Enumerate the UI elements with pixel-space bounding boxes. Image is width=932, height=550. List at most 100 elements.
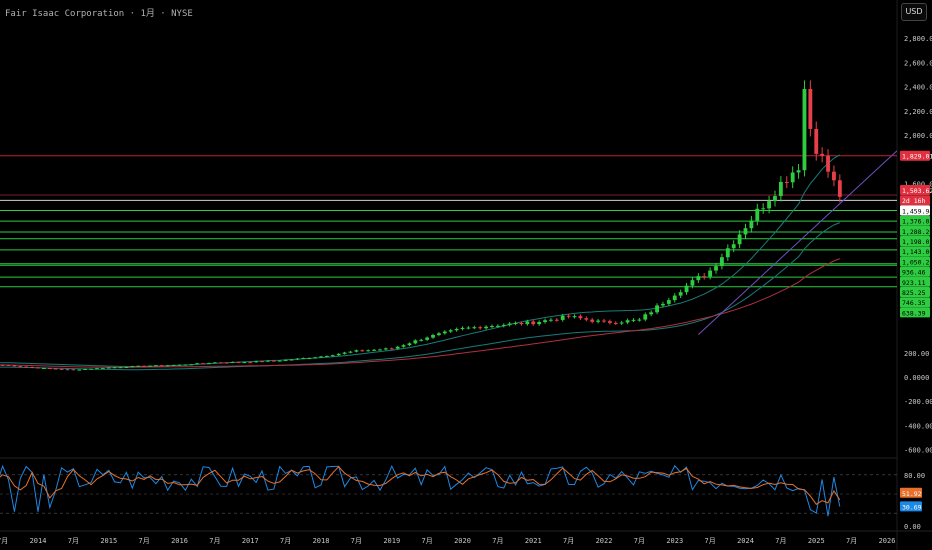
candle-body bbox=[212, 362, 217, 364]
candle-body bbox=[248, 362, 253, 364]
candle-body bbox=[773, 196, 777, 202]
level-badge bbox=[900, 246, 930, 257]
candle-body bbox=[690, 280, 695, 286]
candle-body bbox=[53, 368, 58, 370]
oscillator-tick-label: 80.00 bbox=[904, 472, 925, 480]
candle-body bbox=[607, 321, 612, 323]
candle-body bbox=[395, 346, 400, 349]
candle-body bbox=[655, 305, 659, 313]
candle-body bbox=[737, 234, 742, 245]
time-axis-label: 2024 bbox=[737, 537, 754, 545]
candle-body bbox=[18, 366, 23, 368]
level-badge bbox=[900, 150, 930, 161]
candle-body bbox=[301, 358, 306, 360]
time-axis-label: 2020 bbox=[454, 537, 471, 545]
level-label: 1,503.62 bbox=[902, 187, 932, 195]
candle-body bbox=[283, 359, 288, 361]
candle-body bbox=[419, 339, 424, 341]
candle-body bbox=[271, 360, 276, 362]
oscillator-value-label: 30.69 bbox=[902, 503, 922, 511]
level-label: 1,376.02 bbox=[902, 218, 932, 226]
candle-body bbox=[437, 333, 441, 335]
price-tick-label: 2,800.00 bbox=[904, 35, 932, 43]
price-tick-label: -400.00 bbox=[904, 422, 932, 430]
candle-body bbox=[531, 321, 536, 325]
level-badge bbox=[900, 266, 930, 277]
level-badge bbox=[900, 256, 930, 267]
price-tick-label: -600.00 bbox=[904, 447, 932, 455]
candle-body bbox=[95, 368, 99, 370]
symbol-title: Fair Isaac Corporation · 1月 · NYSE bbox=[5, 9, 193, 19]
candle-body bbox=[260, 361, 264, 363]
candle-body bbox=[83, 369, 88, 371]
candle-body bbox=[201, 363, 205, 365]
candle-body bbox=[672, 295, 677, 301]
candle-body bbox=[566, 315, 571, 317]
time-axis-label: 7月 bbox=[68, 537, 79, 545]
candle-body bbox=[490, 326, 494, 328]
candle-body bbox=[478, 327, 483, 329]
candle-body bbox=[537, 322, 542, 325]
candle-body bbox=[666, 300, 671, 304]
price-tick-label: 2,400.00 bbox=[904, 84, 932, 92]
level-label: 1,198.03 bbox=[902, 238, 932, 246]
time-axis-label: 2023 bbox=[666, 537, 683, 545]
level-badge bbox=[900, 225, 930, 236]
time-axis-label: 7月 bbox=[775, 537, 786, 545]
candle-body bbox=[584, 318, 589, 320]
price-tick-label: 2,000.00 bbox=[904, 132, 932, 140]
price-tick-label: 1,600.00 bbox=[904, 180, 932, 188]
candle-body bbox=[814, 128, 819, 154]
candle-body bbox=[154, 365, 158, 367]
candle-body bbox=[124, 366, 129, 368]
time-axis-label: 7月 bbox=[563, 537, 574, 545]
candle-body bbox=[637, 319, 642, 321]
candle-body bbox=[696, 276, 701, 281]
candle-body bbox=[578, 316, 583, 319]
candle-body bbox=[242, 362, 247, 364]
candle-body bbox=[472, 327, 477, 329]
candle-body bbox=[590, 319, 595, 322]
level-label: 746.35 bbox=[902, 299, 926, 307]
candle-body bbox=[383, 348, 388, 350]
candle-body bbox=[12, 365, 17, 367]
candle-body bbox=[389, 348, 394, 350]
candle-body bbox=[136, 365, 141, 367]
candle-body bbox=[425, 337, 430, 340]
trend-line bbox=[697, 150, 898, 336]
candle-body bbox=[407, 343, 412, 346]
time-axis-label: 2014 bbox=[30, 537, 47, 545]
candle-body bbox=[372, 349, 376, 351]
candle-body bbox=[266, 360, 270, 362]
time-axis-label: 7月 bbox=[139, 537, 150, 545]
candle-body bbox=[330, 355, 335, 357]
level-label: 923.11 bbox=[902, 279, 926, 287]
price-tick-label: -200.00 bbox=[904, 398, 932, 406]
level-badge bbox=[900, 185, 930, 195]
time-axis-label: 7月 bbox=[422, 537, 433, 545]
candle-body bbox=[277, 360, 282, 362]
level-label: 1,143.06 bbox=[902, 248, 932, 256]
currency-button[interactable]: USD bbox=[901, 3, 927, 21]
level-badge bbox=[900, 195, 930, 206]
time-axis-label: 7月 bbox=[0, 537, 8, 545]
candle-body bbox=[631, 319, 636, 321]
candle-body bbox=[71, 369, 76, 371]
candle-body bbox=[460, 327, 465, 329]
candle-body bbox=[501, 324, 506, 326]
time-axis-label: 2016 bbox=[171, 537, 188, 545]
candle-body bbox=[159, 365, 164, 367]
candle-body bbox=[401, 345, 406, 347]
time-axis-label: 2025 bbox=[808, 537, 825, 545]
oscillator-value-label: 51.92 bbox=[902, 490, 922, 498]
candle-body bbox=[106, 367, 111, 369]
candle-body bbox=[513, 323, 518, 325]
candle-body bbox=[230, 361, 235, 363]
candle-body bbox=[643, 314, 648, 320]
time-axis-label: 2018 bbox=[313, 537, 330, 545]
level-badge bbox=[900, 276, 930, 287]
candle-body bbox=[802, 89, 807, 171]
candle-body bbox=[354, 350, 359, 352]
candle-body bbox=[189, 364, 194, 366]
